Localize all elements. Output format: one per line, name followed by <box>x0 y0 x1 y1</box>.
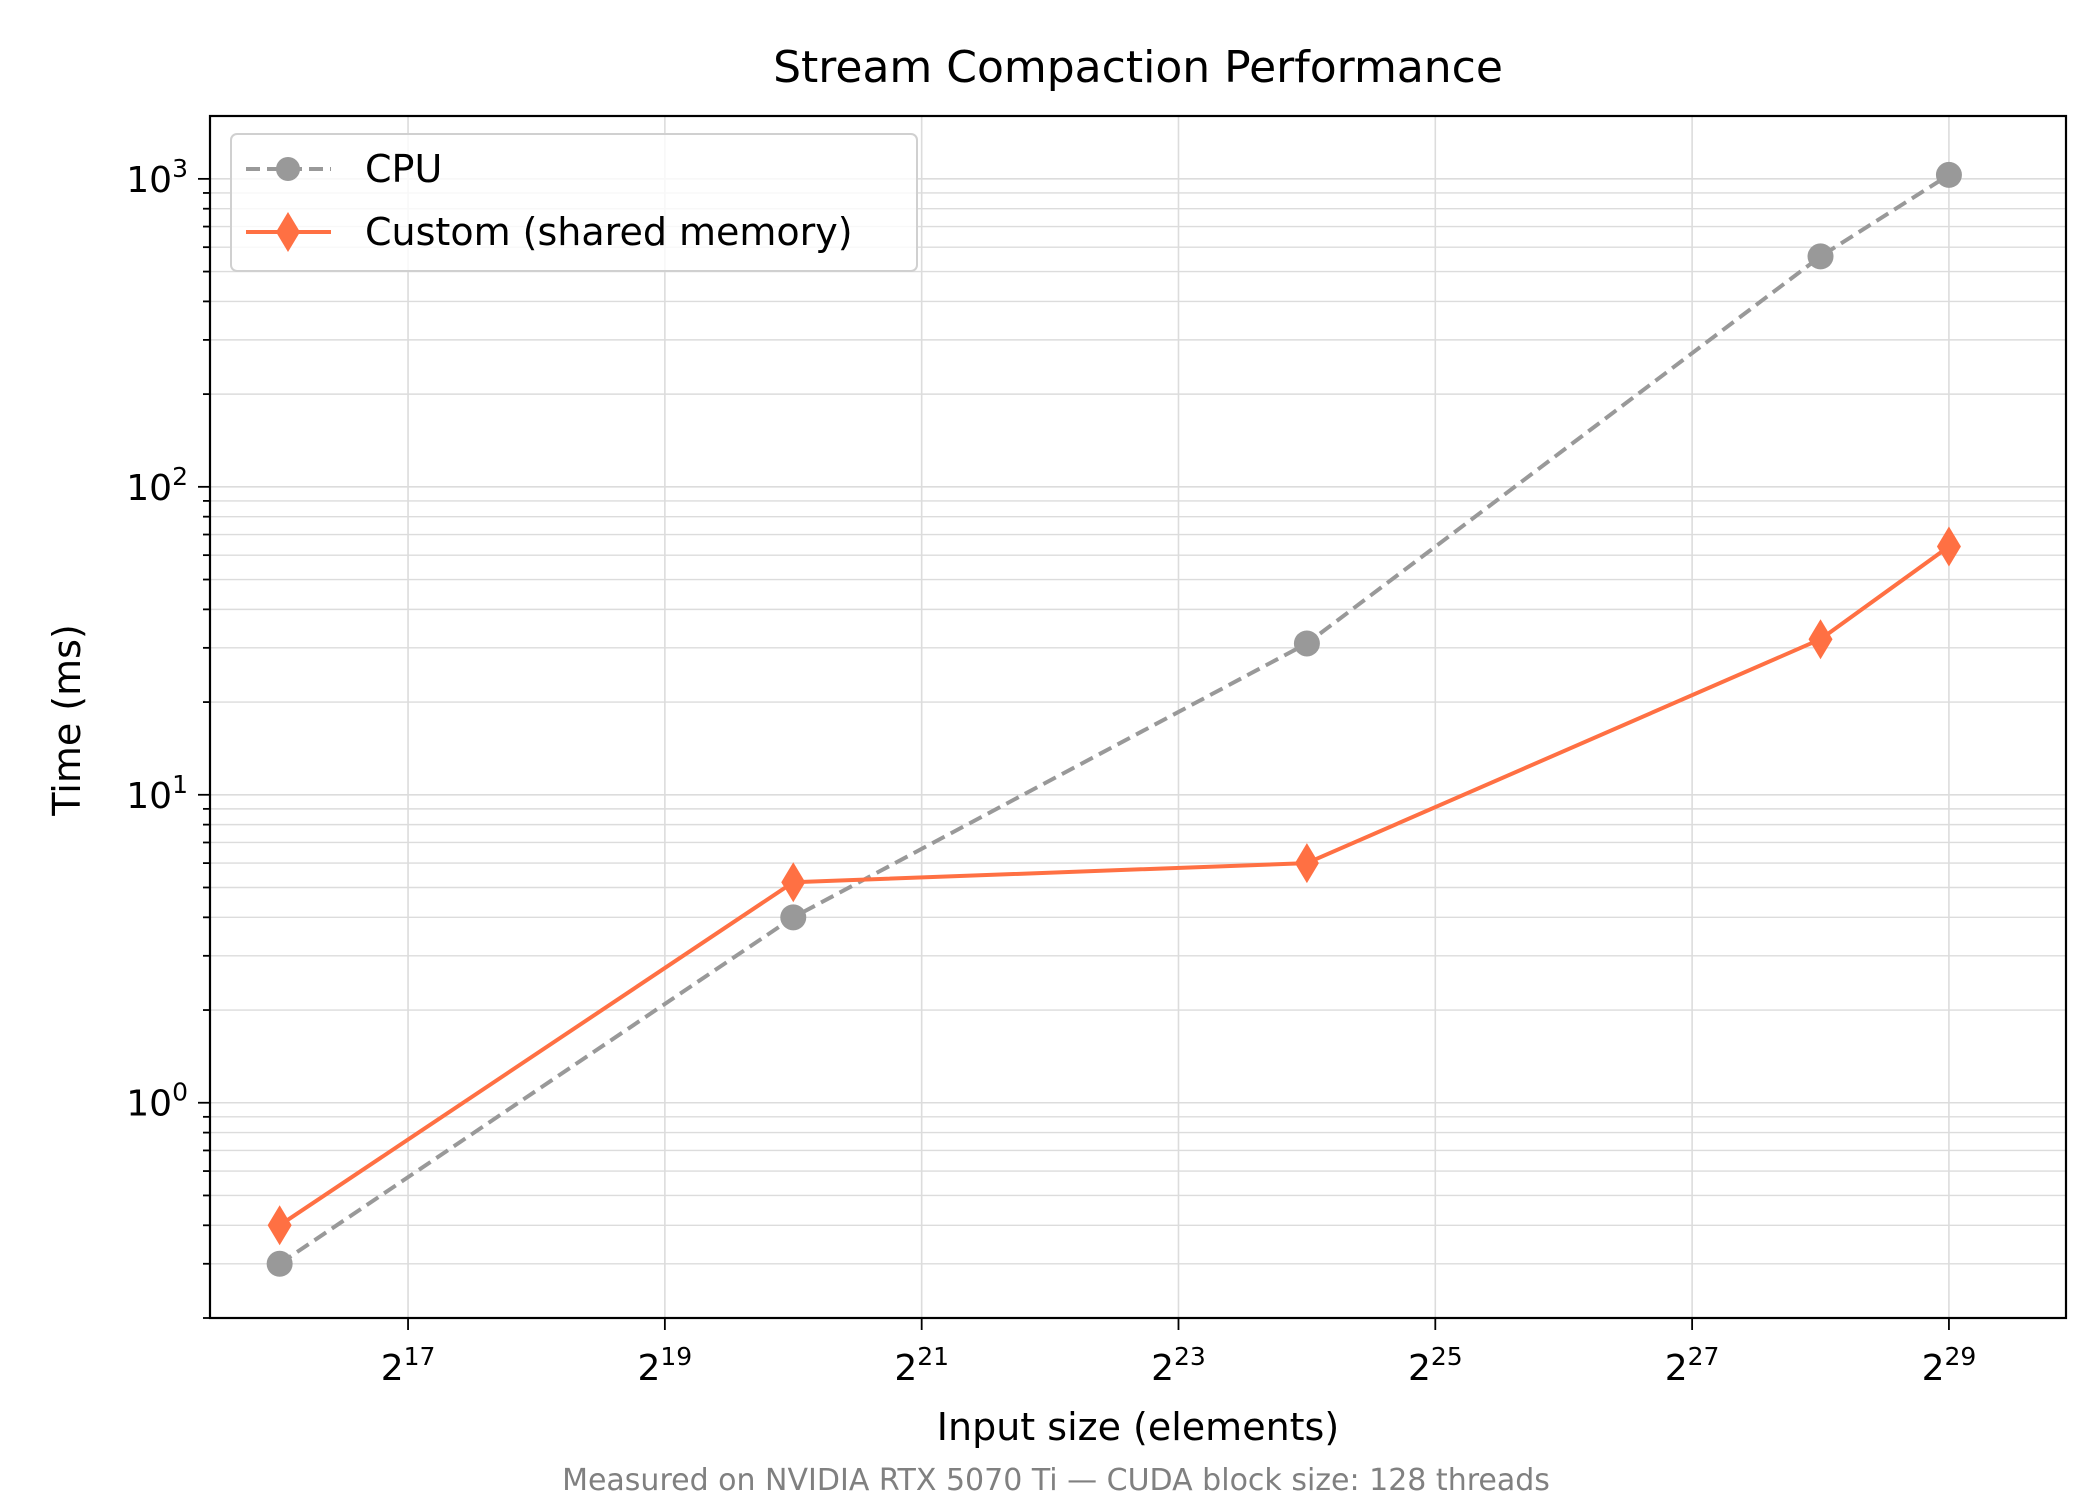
series-0-point <box>1807 243 1834 270</box>
series-0-point <box>266 1250 293 1277</box>
series-1-point <box>1936 526 1961 567</box>
legend-custom-label: Custom (shared memory) <box>365 210 853 254</box>
legend-custom-marker <box>276 212 300 252</box>
ticks: 217 219 221 223 225 227 229 100 101 102 103 <box>126 154 1976 1389</box>
y-axis-label: Time (ms) <box>45 624 89 817</box>
series-0-point <box>780 904 807 931</box>
x-tick-label: 217 <box>381 1342 436 1389</box>
y-tick-label: 100 <box>126 1078 188 1125</box>
legend-cpu-marker <box>276 157 300 181</box>
series-0-point <box>1293 630 1320 657</box>
chart-title: Stream Compaction Performance <box>773 42 1503 93</box>
footer-note: Measured on NVIDIA RTX 5070 Ti — CUDA bl… <box>562 1463 1550 1498</box>
plot-frame <box>208 114 2068 1320</box>
x-tick-label: 219 <box>638 1342 693 1389</box>
series-1-point <box>267 1205 292 1246</box>
x-tick-label: 223 <box>1151 1342 1206 1389</box>
x-tick-label: 229 <box>1922 1342 1977 1389</box>
x-axis-label: Input size (elements) <box>937 1405 1339 1449</box>
series-1-point <box>1294 843 1319 884</box>
x-tick-label: 227 <box>1665 1342 1720 1389</box>
y-tick-label: 102 <box>126 462 188 509</box>
series-0-point <box>1935 161 1962 188</box>
series-1-point <box>1808 619 1833 660</box>
legend-cpu-label: CPU <box>365 147 442 191</box>
y-tick-label: 103 <box>126 154 188 201</box>
series-layer <box>266 161 1962 1277</box>
legend-box <box>230 133 918 272</box>
x-tick-label: 221 <box>894 1342 949 1389</box>
y-tick-label: 101 <box>126 770 188 817</box>
grid <box>210 116 2066 1319</box>
series-1-point <box>781 862 806 903</box>
x-tick-label: 225 <box>1408 1342 1463 1389</box>
legend: CPU Custom (shared memory) <box>230 133 918 272</box>
